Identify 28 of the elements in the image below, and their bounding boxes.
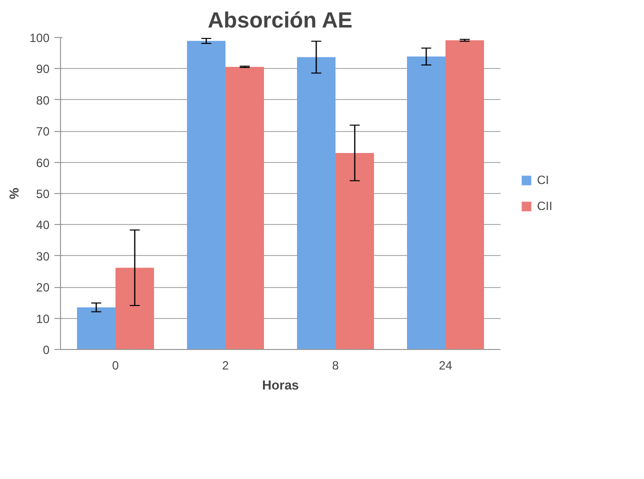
y-axis-title: %: [6, 187, 22, 200]
y-tick-label: 40: [36, 218, 50, 232]
y-tick-label: 30: [36, 249, 50, 264]
y-tick-label: 20: [36, 280, 50, 295]
x-axis-title: Horas: [262, 378, 299, 392]
bar: [336, 152, 374, 350]
y-tick-label: 60: [36, 156, 50, 170]
bar: [407, 56, 446, 350]
y-tick-label: 100: [29, 31, 50, 45]
bar: [187, 40, 226, 350]
y-tick-label: 80: [36, 93, 50, 108]
bar: [116, 268, 154, 350]
x-tick-label: 24: [438, 358, 452, 372]
y-tick-label: 50: [36, 187, 50, 201]
bar: [226, 66, 264, 350]
x-tick-label: 2: [222, 358, 230, 372]
chart-title: Absorción AE: [208, 8, 352, 32]
legend-label: CI: [537, 173, 550, 187]
x-tick-label: 0: [112, 358, 120, 372]
bar: [77, 307, 116, 350]
y-tick-label: 0: [42, 343, 50, 357]
y-tick-label: 70: [36, 124, 50, 139]
y-tick-label: 90: [36, 62, 50, 76]
x-tick-label: 8: [332, 358, 340, 372]
bar: [297, 57, 336, 350]
bar: [446, 40, 484, 350]
y-tick-label: 10: [36, 312, 50, 326]
legend-label: CII: [537, 199, 554, 213]
